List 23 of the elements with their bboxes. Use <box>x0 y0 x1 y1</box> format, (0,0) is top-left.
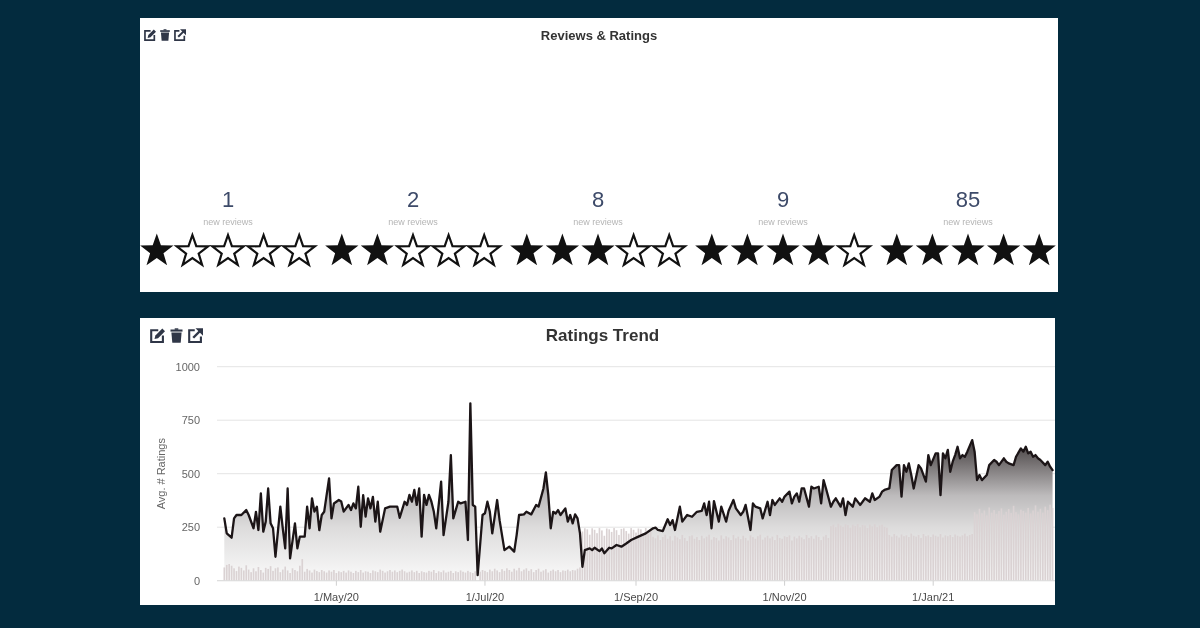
data-label: 8 <box>591 187 605 212</box>
text: new reviews <box>943 217 994 227</box>
y-tick-label: 500 <box>181 467 200 480</box>
y-tick-label: 1000 <box>175 360 200 373</box>
x-tick-label: 1/Jan/21 <box>912 590 955 603</box>
x-tick-label: 1/May/20 <box>313 590 359 603</box>
y-tick-label: 250 <box>181 521 200 534</box>
y-axis-title: Avg. # Ratings <box>155 437 167 510</box>
text: new reviews <box>573 217 624 227</box>
data-label: 1 <box>221 187 235 212</box>
text: new reviews <box>388 217 439 227</box>
data-label: 2 <box>406 187 420 212</box>
text: new reviews <box>203 217 254 227</box>
y-tick-label: 750 <box>181 414 200 427</box>
x-tick-label: 1/Jul/20 <box>465 590 505 603</box>
x-tick-label: 1/Nov/20 <box>762 590 807 603</box>
data-label: 9 <box>776 187 790 212</box>
data-label: 85 <box>955 187 981 212</box>
y-tick-label: 0 <box>193 574 200 587</box>
chart-title: Ratings Trend <box>545 326 660 345</box>
x-tick-label: 1/Sep/20 <box>613 590 659 603</box>
text: Reviews & Ratings <box>540 28 658 43</box>
text: new reviews <box>758 217 809 227</box>
